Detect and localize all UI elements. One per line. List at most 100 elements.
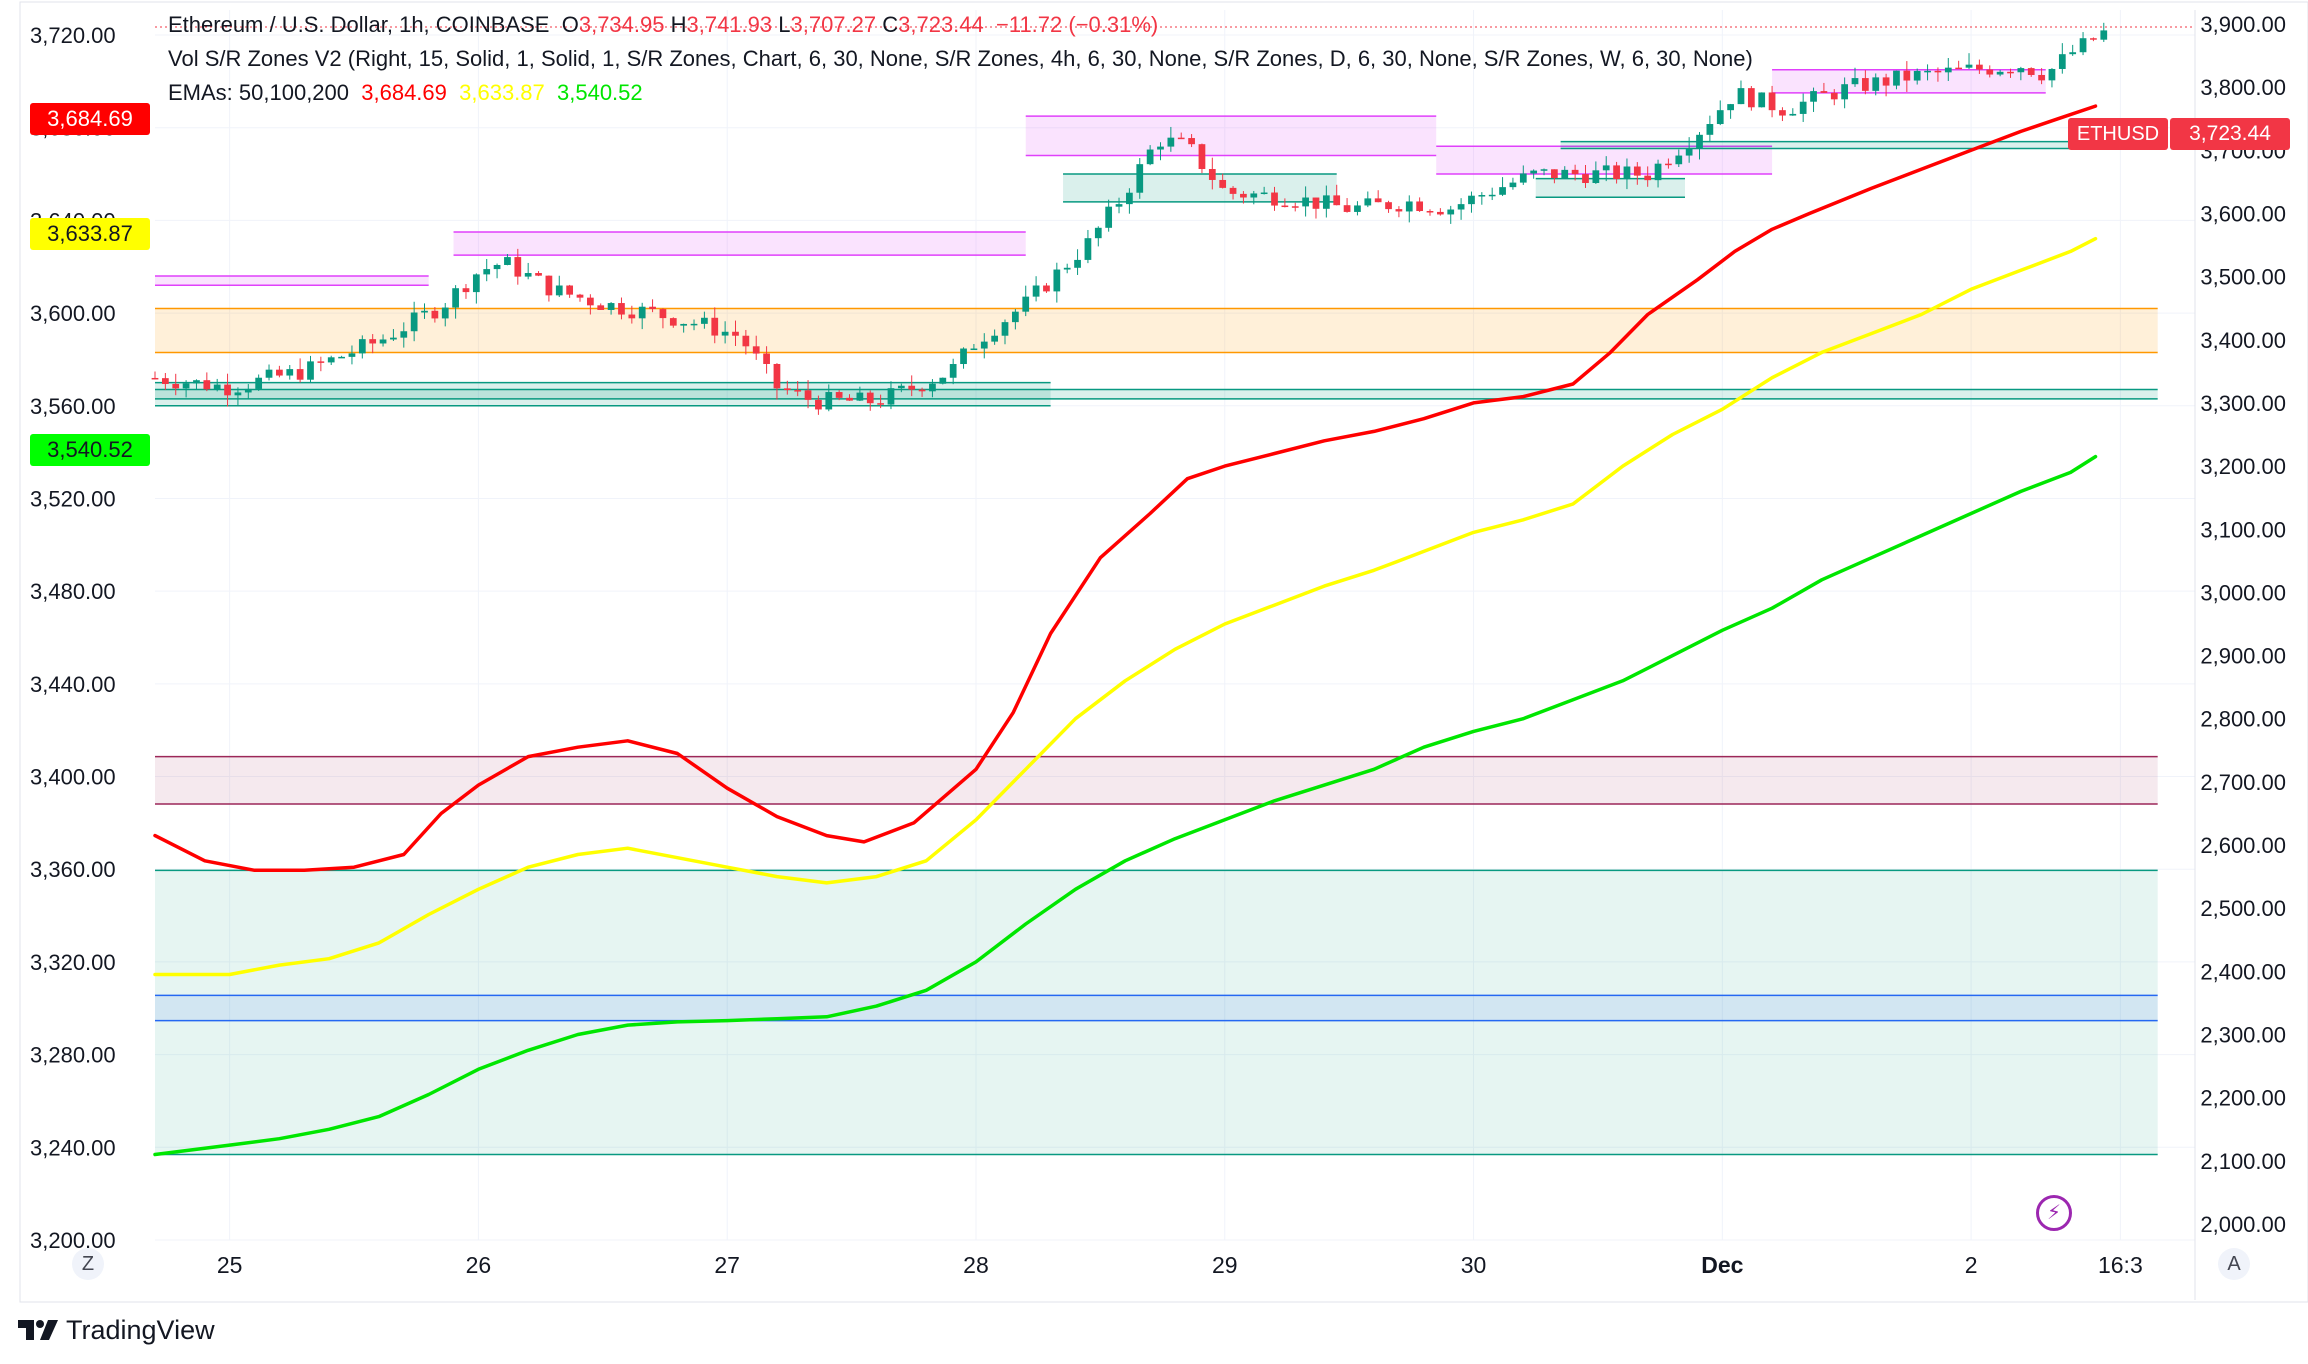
candle-up xyxy=(1260,192,1268,195)
candle-down xyxy=(1665,163,1672,166)
candle-up xyxy=(887,388,895,405)
ema-lines xyxy=(153,104,2098,1157)
candle-down xyxy=(1291,206,1299,208)
candle-down xyxy=(794,390,802,392)
candle-down xyxy=(711,317,719,336)
ohlc-value-h: 3,741.93 xyxy=(686,12,773,37)
right-tick-label: 2,800.00 xyxy=(2200,707,2286,732)
candle-down xyxy=(1747,88,1755,108)
candle-down xyxy=(763,353,770,364)
candle-up xyxy=(1364,198,1372,206)
candle-down xyxy=(773,363,781,389)
legend-ema-row[interactable]: EMAs: 50,100,200 3,684.69 3,633.87 3,540… xyxy=(168,80,643,106)
candle-down xyxy=(1633,166,1641,176)
brand-name: TradingView xyxy=(66,1314,215,1345)
left-tick-label: 3,320.00 xyxy=(30,950,116,975)
candle-up xyxy=(441,307,449,319)
candle-down xyxy=(618,303,625,315)
auto-zoom-button[interactable]: Z xyxy=(72,1248,104,1280)
ohlc-label-h: H xyxy=(664,12,687,37)
time-tick-label: 30 xyxy=(1461,1252,1487,1278)
candle-down xyxy=(576,294,584,298)
candle-up xyxy=(410,312,418,332)
left-tick-label: 3,720.00 xyxy=(30,23,116,48)
candle-up xyxy=(2079,38,2087,53)
ohlc-value-l: 3,707.27 xyxy=(790,12,877,37)
last-price-tag: 3,723.44 xyxy=(2170,118,2290,150)
time-tick-label: 28 xyxy=(963,1252,989,1278)
candle-up xyxy=(327,357,335,363)
candle-down xyxy=(1416,201,1424,212)
time-tick-label: 25 xyxy=(217,1252,243,1278)
candle-up xyxy=(1488,194,1496,197)
right-tick-label: 3,800.00 xyxy=(2200,75,2286,100)
candle-up xyxy=(1519,173,1527,183)
auto-scale-button[interactable]: A xyxy=(2218,1248,2250,1280)
candle-up xyxy=(1623,166,1631,180)
tradingview-logo[interactable]: TradingView xyxy=(18,1312,215,1348)
candle-up xyxy=(991,335,999,342)
right-tick-label: 3,000.00 xyxy=(2200,580,2286,605)
ema100-price-tag: 3,633.87 xyxy=(30,218,150,250)
candle-up xyxy=(980,341,988,349)
candle-up xyxy=(1063,267,1071,270)
candle-down xyxy=(2090,38,2097,40)
left-tick-label: 3,440.00 xyxy=(30,672,116,697)
candle-up xyxy=(1561,169,1569,179)
sr-zone-6 xyxy=(1063,174,1337,202)
left-tick-label: 3,600.00 xyxy=(30,301,116,326)
candle-down xyxy=(1861,78,1869,91)
ohlc-label-o: O xyxy=(561,12,579,37)
candle-down xyxy=(1768,92,1776,111)
legend-sr-row[interactable]: Vol S/R Zones V2 (Right, 15, Solid, 1, S… xyxy=(168,46,1753,72)
candle-up xyxy=(358,339,366,354)
candle-up xyxy=(1499,187,1506,195)
candle-up xyxy=(929,383,936,392)
candle-up xyxy=(1084,238,1092,260)
candle-up xyxy=(1032,285,1040,297)
ohlc-value-c: 3,723.44 xyxy=(898,12,984,37)
candle-up xyxy=(182,383,190,389)
left-tick-label: 3,560.00 xyxy=(30,394,116,419)
candle-up xyxy=(2048,68,2056,81)
candle-up xyxy=(1530,170,1538,174)
time-tick-label: Dec xyxy=(1701,1252,1743,1278)
candle-up xyxy=(607,303,615,310)
candle-up xyxy=(1810,91,1817,102)
candle-up xyxy=(1789,113,1797,116)
right-price-axis: 3,900.003,800.003,700.003,600.003,500.00… xyxy=(2200,12,2286,1237)
candle-up xyxy=(1913,70,1921,81)
candle-up xyxy=(234,392,242,396)
candle-up xyxy=(897,385,905,389)
candle-down xyxy=(918,389,926,392)
ohlc-label-c: C xyxy=(876,12,899,37)
candle-up xyxy=(379,339,387,344)
ema-indicator-label: EMAs: 50,100,200 xyxy=(168,80,350,105)
candle-up xyxy=(504,257,511,265)
candle-up xyxy=(1074,259,1081,268)
candle-up xyxy=(2100,30,2108,40)
candle-up xyxy=(1675,155,1683,165)
candle-up xyxy=(1136,164,1144,193)
sr-zone-10 xyxy=(1560,141,2158,149)
candle-up xyxy=(255,377,263,389)
candle-up xyxy=(949,364,957,378)
candle-down xyxy=(1312,197,1320,209)
candle-down xyxy=(1281,205,1289,208)
right-tick-label: 3,600.00 xyxy=(2200,201,2286,226)
right-tick-label: 3,900.00 xyxy=(2200,12,2286,37)
ohlc-value-o: 3,734.95 xyxy=(578,12,665,37)
candle-down xyxy=(659,309,667,319)
sr-zone-4 xyxy=(155,382,1051,406)
sr-zone-major-0 xyxy=(155,756,2158,804)
candle-down xyxy=(752,346,760,354)
candle-up xyxy=(1996,71,2004,75)
candle-up xyxy=(524,273,532,277)
candle-up xyxy=(1001,322,1009,336)
sr-zone-0 xyxy=(155,308,2158,353)
candles xyxy=(151,22,2108,415)
candle-down xyxy=(1830,92,1838,100)
ema100-value: 3,633.87 xyxy=(459,80,545,105)
lightning-icon[interactable]: ⚡ xyxy=(2036,1195,2072,1231)
